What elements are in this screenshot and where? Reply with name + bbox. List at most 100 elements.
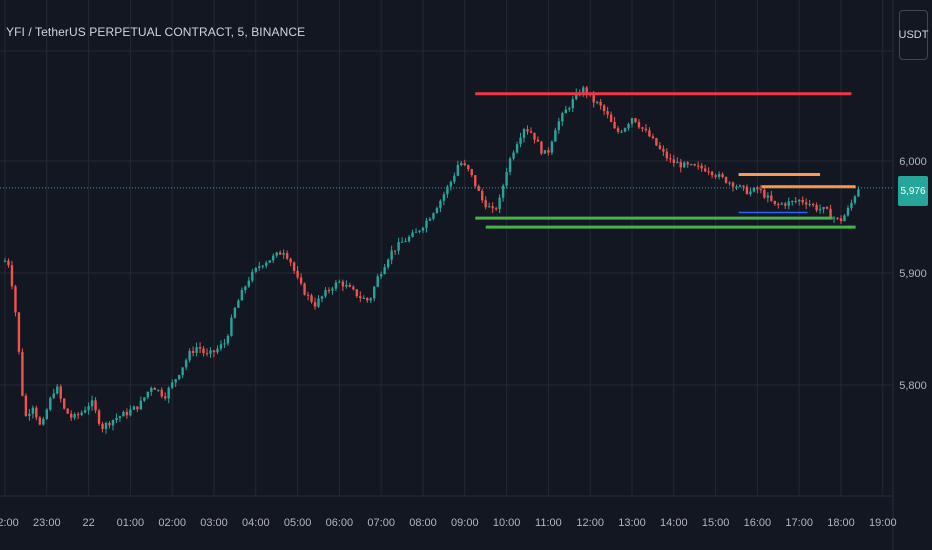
candle-up — [244, 286, 247, 291]
candle-up — [380, 273, 383, 277]
time-tick-label: 11:00 — [535, 517, 562, 529]
candle-down — [651, 136, 655, 139]
candle-up — [83, 410, 87, 413]
candle-down — [306, 294, 310, 296]
candle-down — [474, 175, 477, 187]
candle-up — [282, 253, 285, 255]
candle-up — [446, 186, 449, 195]
candle-down — [491, 206, 494, 209]
time-tick-label: 14:00 — [660, 517, 688, 529]
candle-up — [150, 387, 153, 392]
candle-down — [641, 127, 644, 129]
candle-up — [411, 232, 414, 237]
candle-down — [696, 165, 700, 167]
candle-down — [477, 186, 480, 191]
candle-up — [52, 393, 55, 399]
time-tick-label: 03:00 — [200, 517, 228, 529]
candle-up — [171, 382, 174, 388]
candle-up — [798, 199, 801, 202]
candle-up — [188, 350, 191, 361]
candle-up — [557, 121, 561, 131]
drawn-levels — [475, 92, 856, 229]
candle-down — [470, 169, 473, 176]
time-tick-label: 18:00 — [827, 517, 855, 529]
candle-down — [672, 159, 675, 163]
candle-down — [616, 128, 620, 132]
candle-down — [669, 158, 672, 160]
candle-down — [352, 286, 355, 290]
candle-up — [45, 409, 48, 420]
price-tick-label: 6,000 — [899, 156, 927, 168]
candle-down — [637, 122, 641, 128]
candle-down — [759, 189, 763, 191]
candle-down — [299, 277, 303, 284]
candle-up — [157, 389, 160, 391]
candle-up — [90, 400, 94, 407]
candle-down — [17, 312, 21, 352]
candle-up — [561, 113, 564, 122]
candle-up — [623, 128, 627, 132]
candle-down — [773, 200, 777, 205]
candle-down — [341, 281, 345, 287]
candle-down — [484, 200, 487, 208]
candle-up — [174, 379, 177, 383]
candle-up — [630, 118, 634, 125]
candle-up — [177, 375, 181, 380]
candle-down — [63, 398, 66, 409]
candle-up — [181, 367, 184, 376]
candle-down — [742, 185, 745, 187]
time-tick-label: 13:00 — [618, 517, 646, 529]
candle-up — [505, 171, 508, 186]
candle-up — [369, 298, 372, 301]
candle-up — [850, 202, 853, 208]
price-axis[interactable]: 6,000 5,900 5,800 — [899, 156, 927, 392]
candle-up — [139, 400, 143, 410]
candle-down — [655, 138, 658, 146]
candle-up — [73, 414, 76, 418]
candle-up — [519, 137, 522, 145]
candle-up — [275, 252, 278, 256]
candle-up — [717, 174, 721, 177]
candle-up — [87, 406, 90, 411]
candle-down — [644, 128, 648, 131]
candle-up — [376, 276, 379, 287]
candle-down — [97, 410, 101, 424]
candle-up — [216, 348, 219, 353]
candle-down — [125, 411, 129, 416]
candle-up — [554, 130, 557, 142]
candle-down — [801, 199, 804, 203]
candle-down — [202, 348, 205, 354]
currency-unit-button[interactable]: USDT — [899, 10, 928, 60]
candle-up — [571, 99, 574, 109]
candle-down — [136, 406, 139, 410]
candle-up — [317, 298, 320, 307]
time-axis[interactable]: 22:00 23:00 22 01:00 02:00 03:00 04:00 05:00 06:… — [0, 517, 897, 529]
candle-up — [683, 162, 686, 168]
grid-lines — [0, 0, 894, 550]
candle-down — [763, 189, 766, 198]
candle-up — [334, 282, 338, 289]
candle-down — [7, 260, 10, 266]
candle-down — [278, 252, 282, 255]
candle-down — [59, 386, 62, 399]
candle-up — [564, 109, 568, 114]
candle-down — [714, 175, 717, 177]
candle-down — [839, 218, 843, 222]
candle-up — [397, 242, 400, 251]
candle-up — [595, 101, 599, 103]
candle-down — [724, 176, 728, 183]
candle-up — [407, 236, 411, 242]
candle-up — [219, 344, 223, 349]
candle-down — [494, 208, 498, 210]
candle-down — [703, 168, 707, 172]
candle-down — [463, 163, 466, 166]
candle-up — [449, 181, 453, 187]
candle-up — [832, 217, 836, 219]
time-tick-label: 05:00 — [284, 517, 312, 529]
time-tick-label: 17:00 — [785, 517, 813, 529]
candle-down — [160, 389, 163, 397]
time-tick-label: 09:00 — [451, 517, 479, 529]
candle-up — [421, 227, 425, 231]
candle-down — [285, 253, 289, 259]
